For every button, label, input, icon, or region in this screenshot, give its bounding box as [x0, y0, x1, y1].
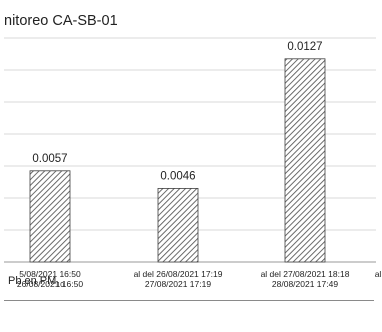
x-tick-label: 27/08/2021 17:19 [145, 279, 211, 289]
chart-plot-area: 0.0057 0.0046 0.0127 5/08/2021 16:5026/08/2… [4, 37, 382, 289]
legend: Pb en PM10 [8, 275, 64, 289]
chart-title: nitoreo CA-SB-01 [4, 13, 118, 29]
x-tick-label: 26/08/2021 16:50 [17, 279, 83, 289]
legend-subscript: 10 [56, 282, 65, 290]
data-label: 0.0127 [287, 41, 322, 53]
x-tick-label: 5/08/2021 16:50 [19, 269, 81, 279]
bottom-divider [4, 300, 374, 301]
legend-label: Pb en PM [8, 275, 57, 287]
data-label: 0.0057 [32, 153, 67, 165]
bar [157, 187, 199, 263]
x-tick-label: al del 27/08/2021 18:18 [261, 269, 350, 279]
x-tick-label: al [375, 269, 382, 279]
x-tick-label: 28/08/2021 17:49 [272, 279, 338, 289]
x-tick-label: al del 26/08/2021 17:19 [134, 269, 223, 279]
bar [29, 170, 71, 263]
bar [284, 58, 326, 263]
data-label: 0.0046 [160, 170, 195, 182]
